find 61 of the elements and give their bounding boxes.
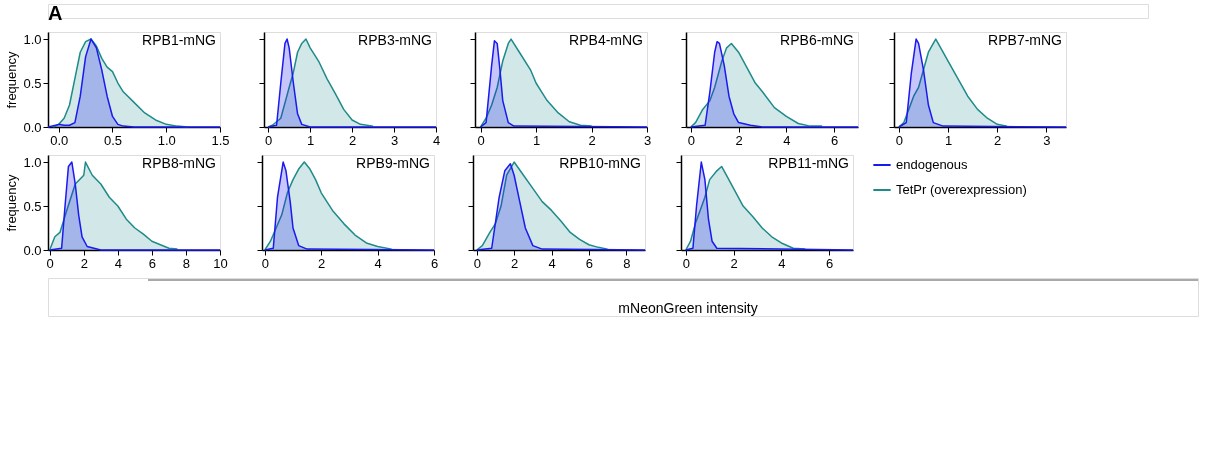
x-tick-label: 8 bbox=[182, 255, 191, 271]
x-tick-label: 6 bbox=[148, 255, 156, 271]
y-tick-label: 0.0 bbox=[23, 119, 42, 135]
chart-title: RPB7-mNG bbox=[988, 32, 1062, 48]
x-tick-label: 6 bbox=[585, 255, 594, 271]
x-tick-label: 4 bbox=[432, 132, 441, 148]
x-tick-label: 4 bbox=[783, 132, 791, 148]
x-tick-label: 4 bbox=[374, 255, 382, 271]
x-tick-label: 0.5 bbox=[103, 132, 123, 148]
x-tick-label: 4 bbox=[778, 255, 786, 271]
x-tick-label: 4 bbox=[114, 255, 122, 271]
text: mNeonGreen intensity bbox=[618, 300, 758, 316]
y-axis-title: frequency bbox=[4, 173, 20, 232]
x-tick-label: 0 bbox=[687, 132, 695, 148]
chart-title: RPB1-mNG bbox=[142, 32, 216, 48]
y-tick-label: 1.0 bbox=[23, 31, 42, 47]
chart-title: RPB3-mNG bbox=[358, 32, 432, 48]
chart-title: RPB4-mNG bbox=[569, 32, 643, 48]
x-tick-label: 0 bbox=[477, 132, 485, 148]
x-tick-label: 0 bbox=[682, 255, 690, 271]
text: A bbox=[48, 2, 63, 24]
x-tick-label: 6 bbox=[825, 255, 834, 271]
chart-title: RPB9-mNG bbox=[356, 155, 430, 171]
x-tick-label: 2 bbox=[318, 255, 326, 271]
legend-label: TetPr (overexpression) bbox=[896, 182, 1027, 197]
x-tick-label: 1 bbox=[944, 132, 953, 148]
x-tick-label: 6 bbox=[430, 255, 439, 271]
x-tick-label: 4 bbox=[548, 255, 556, 271]
y-axis-title: frequency bbox=[4, 50, 20, 109]
x-tick-label: 1 bbox=[532, 132, 541, 148]
x-tick-label: 0 bbox=[265, 132, 273, 148]
chart-title: RPB10-mNG bbox=[559, 155, 641, 171]
x-tick-label: 0 bbox=[46, 255, 54, 271]
x-tick-label: 1.0 bbox=[157, 132, 176, 148]
x-tick-label: 0 bbox=[261, 255, 269, 271]
x-tick-label: 2 bbox=[80, 255, 88, 271]
x-tick-label: 2 bbox=[511, 255, 519, 271]
x-tick-label: 0 bbox=[895, 132, 904, 148]
x-tick-label: 2 bbox=[735, 132, 743, 148]
x-tick-label: 2 bbox=[994, 132, 1002, 148]
x-tick-label: 10 bbox=[213, 255, 228, 271]
x-tick-label: 6 bbox=[830, 132, 839, 148]
chart-title: RPB8-mNG bbox=[142, 155, 216, 171]
x-tick-label: 0.0 bbox=[50, 132, 69, 148]
x-tick-label: 2 bbox=[588, 132, 596, 148]
chart-title: RPB6-mNG bbox=[780, 32, 854, 48]
y-tick-label: 0.0 bbox=[23, 242, 42, 258]
x-tick-label: 2 bbox=[348, 132, 357, 148]
legend-label: endogenous bbox=[896, 157, 969, 172]
x-tick-label: 3 bbox=[390, 132, 399, 148]
y-tick-label: 0.5 bbox=[23, 75, 42, 91]
x-tick-label: 3 bbox=[643, 132, 652, 148]
x-tick-label: 1.5 bbox=[211, 132, 230, 148]
x-tick-label: 8 bbox=[623, 255, 631, 271]
x-tick-label: 1 bbox=[307, 132, 315, 148]
x-tick-label: 0 bbox=[473, 255, 481, 271]
x-tick-label: 3 bbox=[1043, 132, 1051, 148]
x-tick-label: 2 bbox=[730, 255, 738, 271]
chart-title: RPB11-mNG bbox=[768, 155, 849, 171]
y-tick-label: 1.0 bbox=[23, 154, 42, 170]
y-tick-label: 0.5 bbox=[23, 198, 42, 214]
